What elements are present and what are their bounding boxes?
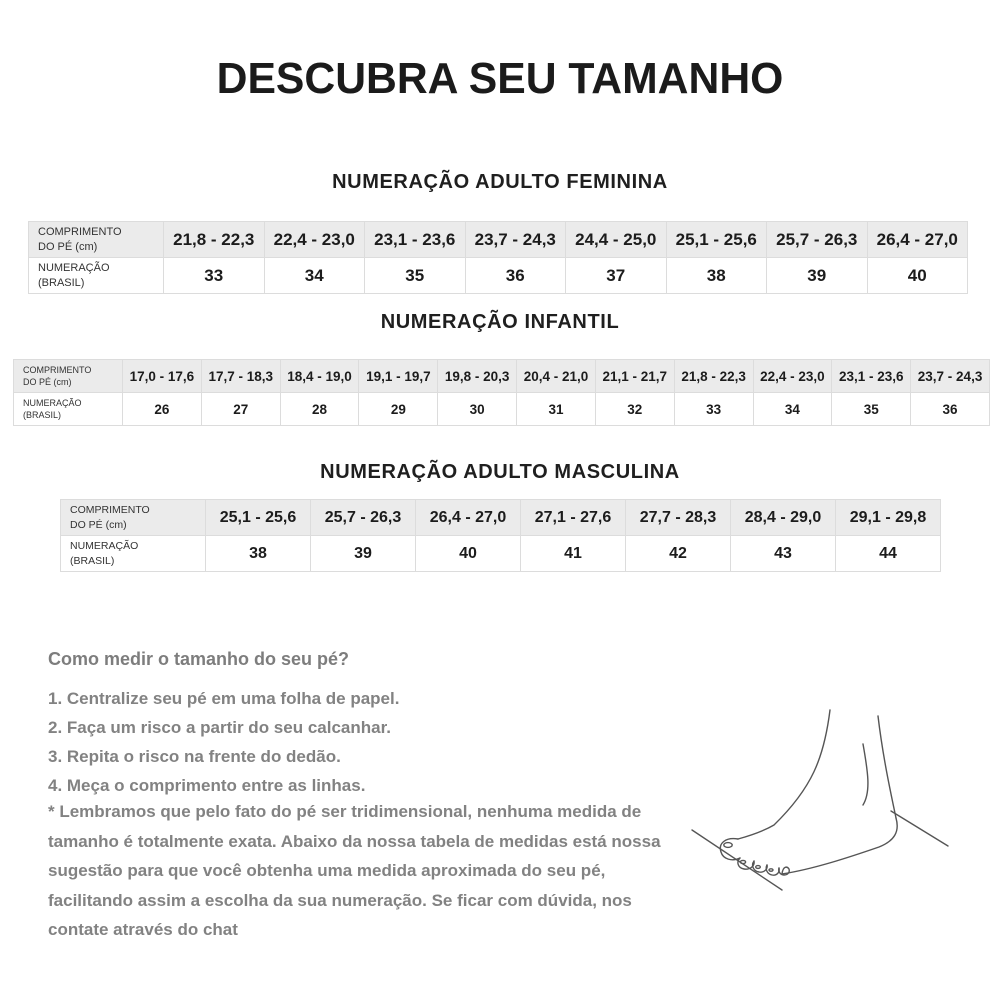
shoe-size-row-label: NUMERAÇÃO (BRASIL) <box>13 392 123 426</box>
foot-length-range-cell: 23,7 - 24,3 <box>464 221 566 258</box>
foot-length-range-cell: 17,0 - 17,6 <box>122 359 202 393</box>
shoe-size-cell: 44 <box>835 535 941 572</box>
shoe-size-cell: 38 <box>205 535 311 572</box>
shoe-size-cell: 41 <box>520 535 626 572</box>
foot-length-range-cell: 27,1 - 27,6 <box>520 499 626 536</box>
foot-length-range-cell: 25,1 - 25,6 <box>665 221 767 258</box>
foot-length-range-cell: 27,7 - 28,3 <box>625 499 731 536</box>
toe-measure-line <box>691 829 783 891</box>
howto-step: 1. Centralize seu pé em uma folha de pap… <box>48 689 400 708</box>
foot-length-range-cell: 25,1 - 25,6 <box>205 499 311 536</box>
foot-length-range-cell: 19,8 - 20,3 <box>437 359 518 393</box>
shoe-size-cell: 32 <box>594 392 675 426</box>
howto-step: 4. Meça o comprimento entre as linhas. <box>48 776 366 795</box>
shoe-size-cell: 42 <box>625 535 731 572</box>
shoe-size-cell: 31 <box>516 392 596 426</box>
foot-length-range-cell: 22,4 - 23,0 <box>752 359 833 393</box>
foot-length-range-cell: 17,7 - 18,3 <box>200 359 281 393</box>
foot-length-range-cell: 26,4 - 27,0 <box>415 499 521 536</box>
shoe-size-cell: 35 <box>831 392 912 426</box>
foot-length-range-cell: 20,4 - 21,0 <box>516 359 596 393</box>
measurement-note: * Lembramos que pelo fato do pé ser trid… <box>48 802 661 939</box>
shoe-size-cell: 28 <box>279 392 360 426</box>
foot-length-range-cell: 21,8 - 22,3 <box>163 221 265 258</box>
howto-heading: Como medir o tamanho do seu pé? <box>48 649 350 669</box>
size-table-adulto-masculina: COMPRIMENTO DO PÉ (cm) 25,1 - 25,6 25,7 - … <box>60 499 941 572</box>
foot-length-range-cell: 19,1 - 19,7 <box>358 359 439 393</box>
shoe-size-cell: 34 <box>263 257 365 294</box>
foot-length-range-cell: 29,1 - 29,8 <box>835 499 941 536</box>
foot-length-range-cell: 22,4 - 23,0 <box>263 221 365 258</box>
shoe-size-cell: 30 <box>437 392 518 426</box>
shoe-size-row: NUMERAÇÃO (BRASIL) 26 27 28 29 30 31 32 33 34 35 36 <box>13 392 990 426</box>
shoe-size-cell: 39 <box>766 257 868 294</box>
shoe-size-cell: 33 <box>163 257 265 294</box>
foot-measurement-illustration <box>691 709 949 891</box>
foot-length-range-cell: 25,7 - 26,3 <box>766 221 868 258</box>
shoe-size-cell: 27 <box>200 392 281 426</box>
foot-length-range-cell: 28,4 - 29,0 <box>730 499 836 536</box>
howto-step: 2. Faça um risco a partir do seu calcanh… <box>48 718 391 737</box>
size-table-infantil: COMPRIMENTO DO PÉ (cm) 17,0 - 17,6 17,7 - … <box>13 359 990 426</box>
heel-measure-line <box>890 810 949 847</box>
foot-length-range-cell: 21,1 - 21,7 <box>594 359 675 393</box>
howto-steps: 1. Centralize seu pé em uma folha de pap… <box>48 684 399 800</box>
shoe-size-cell: 34 <box>752 392 833 426</box>
foot-length-range-cell: 23,1 - 23,6 <box>831 359 912 393</box>
shoe-size-cell: 39 <box>310 535 416 572</box>
foot-length-row: COMPRIMENTO DO PÉ (cm) 25,1 - 25,6 25,7 - … <box>60 499 941 536</box>
shoe-size-cell: 26 <box>122 392 202 426</box>
shoe-size-cell: 33 <box>673 392 754 426</box>
shoe-size-cell: 36 <box>910 392 990 426</box>
shoe-size-cell: 36 <box>464 257 566 294</box>
shoe-size-row: NUMERAÇÃO (BRASIL) 38 39 40 41 42 43 44 <box>60 535 941 572</box>
shoe-size-cell: 40 <box>866 257 968 294</box>
foot-length-range-cell: 26,4 - 27,0 <box>866 221 968 258</box>
shoe-size-cell: 38 <box>665 257 767 294</box>
foot-length-range-cell: 21,8 - 22,3 <box>673 359 754 393</box>
foot-length-row-label: COMPRIMENTO DO PÉ (cm) <box>28 221 164 258</box>
foot-length-row-label: COMPRIMENTO DO PÉ (cm) <box>60 499 206 536</box>
shoe-size-cell: 40 <box>415 535 521 572</box>
foot-length-row: COMPRIMENTO DO PÉ (cm) 21,8 - 22,3 22,4 - … <box>28 221 968 258</box>
foot-length-range-cell: 23,7 - 24,3 <box>910 359 990 393</box>
section-title-infantil: NUMERAÇÃO INFANTIL <box>380 311 620 333</box>
foot-length-range-cell: 24,4 - 25,0 <box>565 221 667 258</box>
section-title-adulto-masculina: NUMERAÇÃO ADULTO MASCULINA <box>320 461 680 483</box>
section-title-adulto-feminina: NUMERAÇÃO ADULTO FEMININA <box>332 171 668 193</box>
shoe-size-row-label: NUMERAÇÃO (BRASIL) <box>28 257 164 294</box>
foot-length-range-cell: 23,1 - 23,6 <box>364 221 466 258</box>
foot-length-range-cell: 18,4 - 19,0 <box>279 359 360 393</box>
size-table-adulto-feminina: COMPRIMENTO DO PÉ (cm) 21,8 - 22,3 22,4 - … <box>28 221 968 294</box>
shoe-size-row-label: NUMERAÇÃO (BRASIL) <box>60 535 206 572</box>
shoe-size-cell: 29 <box>358 392 439 426</box>
foot-length-row-label: COMPRIMENTO DO PÉ (cm) <box>13 359 123 393</box>
shoe-size-cell: 37 <box>565 257 667 294</box>
foot-length-range-cell: 25,7 - 26,3 <box>310 499 416 536</box>
shoe-size-cell: 35 <box>364 257 466 294</box>
page-title: DESCUBRA SEU TAMANHO <box>216 54 784 103</box>
shoe-size-cell: 43 <box>730 535 836 572</box>
foot-length-row: COMPRIMENTO DO PÉ (cm) 17,0 - 17,6 17,7 - … <box>13 359 990 393</box>
shoe-size-row: NUMERAÇÃO (BRASIL) 33 34 35 36 37 38 39 40 <box>28 257 968 294</box>
howto-step: 3. Repita o risco na frente do dedão. <box>48 747 341 766</box>
